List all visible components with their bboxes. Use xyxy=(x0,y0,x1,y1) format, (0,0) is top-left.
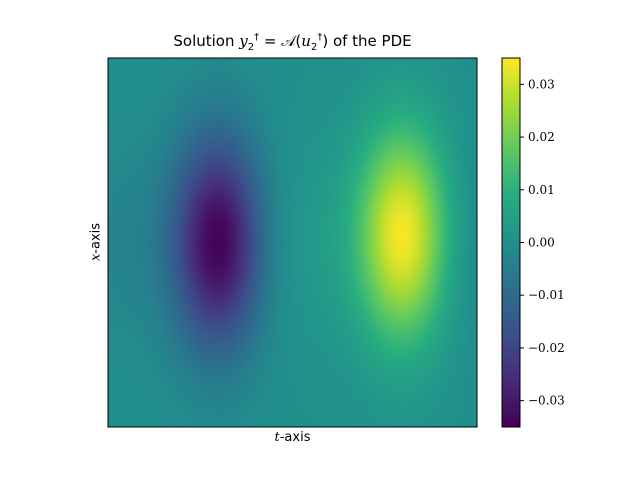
heatmap-image xyxy=(108,58,477,427)
colorbar-tick-label: 0.02 xyxy=(528,130,555,144)
colorbar-tick-label: 0.00 xyxy=(528,236,555,250)
y-axis-label: x-axis xyxy=(88,222,104,262)
x-axis-label: t-axis xyxy=(274,430,311,445)
colorbar-tick-label: −0.03 xyxy=(528,394,565,408)
colorbar-tick-label: −0.01 xyxy=(528,288,565,302)
chart-title: Solution y2† = 𝒜(u2†) of the PDE xyxy=(173,32,412,53)
colorbar-tick-label: −0.02 xyxy=(528,341,565,355)
colorbar-tick-label: 0.03 xyxy=(528,77,555,91)
colorbar-image xyxy=(502,58,520,427)
colorbar-ticks: 0.03 0.02 0.01 0.00 −0.01 −0.02 −0.03 xyxy=(520,77,565,408)
colorbar-tick-label: 0.01 xyxy=(528,183,555,197)
plot-frame xyxy=(107,57,478,428)
